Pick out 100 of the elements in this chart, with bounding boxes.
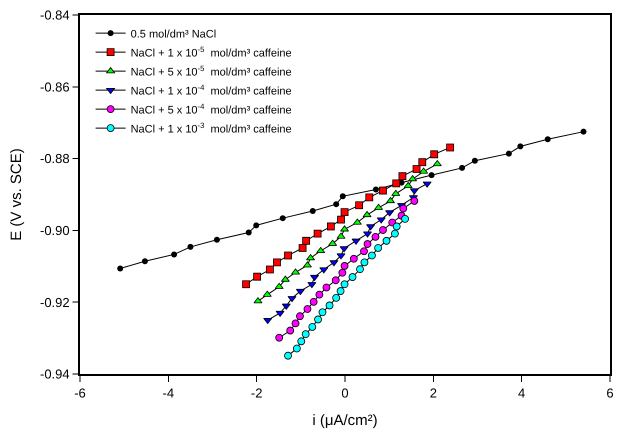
point	[246, 230, 252, 236]
point	[302, 236, 310, 245]
legend-label: NaCl + 5 x 10$^{-4}$ mol/dm³ caffeine	[130, 102, 292, 116]
point	[253, 272, 262, 281]
point	[291, 268, 300, 275]
point	[398, 172, 406, 180]
point	[376, 217, 386, 224]
point	[333, 201, 340, 208]
point	[297, 337, 306, 346]
point	[363, 231, 372, 238]
point	[360, 247, 368, 256]
point	[292, 319, 300, 328]
point	[330, 260, 338, 266]
point	[410, 197, 418, 205]
point	[214, 236, 220, 243]
point	[336, 253, 346, 260]
point	[310, 274, 319, 281]
point	[365, 193, 374, 202]
point	[171, 251, 178, 258]
point	[254, 297, 262, 304]
point	[332, 294, 340, 302]
legend-label: NaCl + 1 x 10$^{-3}$ mol/dm³ caffeine	[130, 120, 292, 136]
point	[368, 252, 376, 260]
x-tick-label: 2	[430, 385, 437, 400]
point	[326, 302, 334, 310]
point	[506, 150, 512, 157]
point	[399, 204, 408, 212]
point	[322, 284, 330, 292]
y-tick-label: -0.92	[40, 294, 70, 310]
point	[298, 244, 306, 252]
point	[275, 334, 284, 342]
point	[459, 164, 466, 171]
point	[315, 290, 324, 299]
point	[340, 208, 348, 216]
point	[340, 225, 349, 232]
point	[338, 268, 346, 277]
point	[310, 298, 318, 306]
point	[292, 344, 301, 352]
point	[392, 179, 400, 188]
point	[350, 254, 358, 263]
point	[418, 158, 426, 166]
point	[284, 252, 292, 260]
point	[382, 236, 390, 245]
point	[280, 215, 286, 222]
point	[472, 158, 478, 164]
point	[284, 352, 292, 360]
point	[142, 258, 148, 264]
point	[314, 316, 322, 324]
point	[308, 323, 316, 331]
point	[340, 262, 348, 270]
point	[314, 230, 322, 238]
point	[374, 244, 382, 252]
point	[355, 201, 364, 210]
x-tick-label: 6	[606, 385, 614, 400]
y-tick-label: -0.94	[40, 366, 70, 382]
point	[316, 246, 326, 254]
point	[360, 258, 368, 266]
point	[337, 216, 345, 224]
point	[310, 208, 316, 214]
point	[412, 165, 420, 173]
y-tick-label: -0.84	[40, 8, 70, 23]
point	[517, 143, 524, 150]
y-tick-label: -0.88	[40, 151, 70, 166]
point	[428, 172, 435, 178]
point	[273, 258, 281, 266]
point	[404, 182, 413, 188]
point	[340, 193, 346, 200]
y-tick-label: -0.90	[40, 222, 70, 238]
point	[401, 215, 409, 223]
point	[286, 326, 294, 334]
point	[379, 186, 387, 194]
point	[386, 197, 395, 204]
y-axis-title: E (V vs. SCE)	[8, 148, 25, 241]
point	[242, 280, 250, 288]
legend-label: NaCl + 5 x 10$^{-5}$ mol/dm³ caffeine	[130, 64, 292, 78]
point	[296, 312, 304, 320]
point	[253, 222, 260, 228]
point	[266, 266, 274, 274]
point	[187, 244, 194, 250]
point	[336, 287, 344, 295]
x-tick-label: -4	[162, 385, 174, 400]
point	[303, 261, 312, 268]
point	[372, 186, 379, 192]
point	[302, 330, 310, 338]
point	[446, 144, 454, 152]
point	[379, 226, 387, 234]
point	[306, 254, 315, 260]
point	[336, 232, 346, 239]
point	[544, 136, 551, 142]
x-tick-label: 0	[341, 385, 349, 400]
point	[364, 240, 372, 248]
point	[356, 265, 364, 274]
point	[430, 150, 438, 158]
point	[580, 128, 586, 135]
point	[117, 265, 124, 272]
legend-label: NaCl + 1 x 10$^{-5}$ mol/dm³ caffeine	[130, 44, 292, 60]
point	[372, 232, 380, 241]
x-tick-label: -6	[74, 385, 86, 400]
point	[288, 296, 296, 302]
point	[340, 280, 348, 288]
